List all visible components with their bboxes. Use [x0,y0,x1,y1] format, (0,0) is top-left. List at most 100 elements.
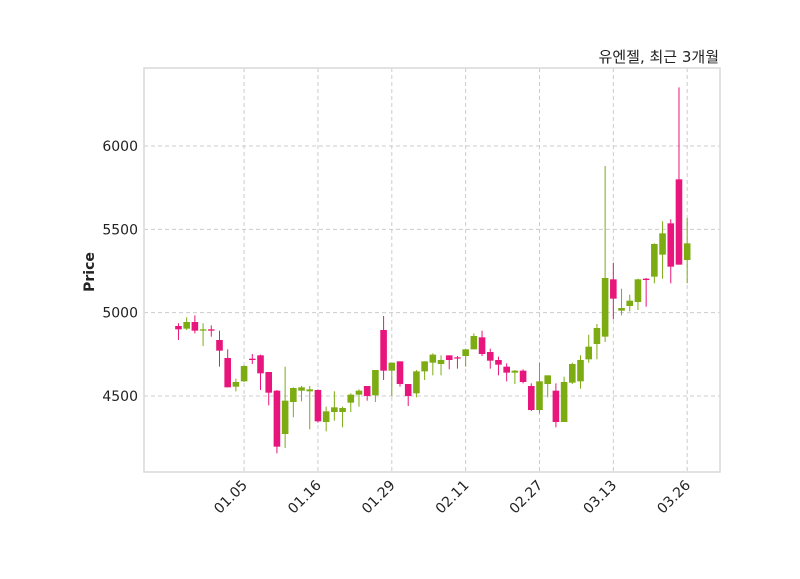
candle-up [372,370,379,402]
candle-down [404,384,412,406]
candle-down [257,354,264,390]
candle-up [298,386,305,402]
candle-body [191,322,199,331]
y-axis-label: Price [82,252,98,292]
x-tick-label: 02.11 [433,478,473,518]
candle-body [314,390,322,422]
candle-body [593,328,601,344]
x-tick-label: 03.13 [580,478,620,518]
x-axis-ticks: 01.05 01.16 01.29 02.11 02.27 03.13 03.26 [211,477,694,517]
candle-down [519,369,527,384]
candle-body [585,346,593,360]
candle-down [552,383,560,428]
candle-up [429,353,437,376]
candle-body [527,386,535,410]
candle-down [175,323,182,340]
candle-body [462,349,469,356]
candle-body [651,244,658,277]
x-tick-label: 01.16 [285,477,325,517]
candle-body [290,388,297,402]
candle-up [347,393,355,412]
candle-body [519,370,527,382]
candle-body [429,354,437,363]
candle-down [191,315,199,334]
candle-up [577,355,584,389]
candle-body [380,330,387,371]
candle-up [339,406,346,428]
candle-down [249,354,256,364]
candle-up [183,317,190,330]
candle-body [388,362,396,371]
candle-body [331,407,338,412]
candle-body [413,371,420,394]
candle-body [240,366,248,382]
grid-lines [144,68,720,472]
candle-body [445,355,453,360]
y-tick-label: 5500 [102,222,138,238]
candle-body [281,400,289,434]
candle-body [569,364,576,383]
candle-down [396,361,404,387]
candle-body [224,358,231,388]
candles [175,87,691,454]
candle-down [495,356,502,376]
candle-body [536,381,543,410]
candle-up [281,366,289,448]
candle-up [240,365,248,382]
candle-up [413,370,420,398]
candle-up [355,389,363,407]
candle-body [503,366,510,373]
candle-body [486,352,494,361]
candle-up [683,218,691,284]
candle-body [183,322,190,329]
candle-body [216,340,223,351]
candle-body [610,279,617,299]
candle-body [322,411,330,422]
candle-body [175,326,182,330]
candle-up [437,355,445,376]
candle-body [232,382,240,387]
candle-body [249,358,256,360]
candle-down [642,278,650,307]
candle-up [560,376,568,422]
candle-body [675,179,683,265]
y-tick-label: 5000 [102,306,138,322]
candle-up [331,391,338,421]
candle-up [306,386,314,430]
candle-down [314,389,322,423]
candle-body [626,300,634,306]
candle-body [667,223,675,267]
candle-up [569,362,576,384]
y-tick-label: 6000 [102,139,138,155]
candle-body [207,329,215,331]
candle-down [486,348,494,369]
x-tick-label: 03.26 [654,477,694,517]
candle-down [527,383,535,411]
candle-body [560,382,568,422]
candle-body [470,336,478,350]
x-tick-label: 02.27 [507,478,547,518]
candle-body [511,370,519,373]
candle-body [437,360,445,364]
candle-body [339,408,346,412]
candle-up [651,243,658,284]
candle-down [675,87,683,265]
candle-body [478,337,486,354]
candle-down [273,390,281,454]
candle-down [380,316,387,380]
candle-down [478,330,486,356]
y-tick-label: 4500 [102,389,138,405]
candle-down [224,349,231,388]
candle-body [404,384,412,396]
candle-body [396,361,404,384]
candle-up [585,334,593,363]
candle-body [683,243,691,260]
candle-body [347,394,355,403]
candle-down [265,372,273,406]
candle-body [618,308,625,311]
candle-body [363,386,371,396]
candle-body [642,278,650,280]
candle-down [445,355,453,370]
candle-up [536,362,543,414]
